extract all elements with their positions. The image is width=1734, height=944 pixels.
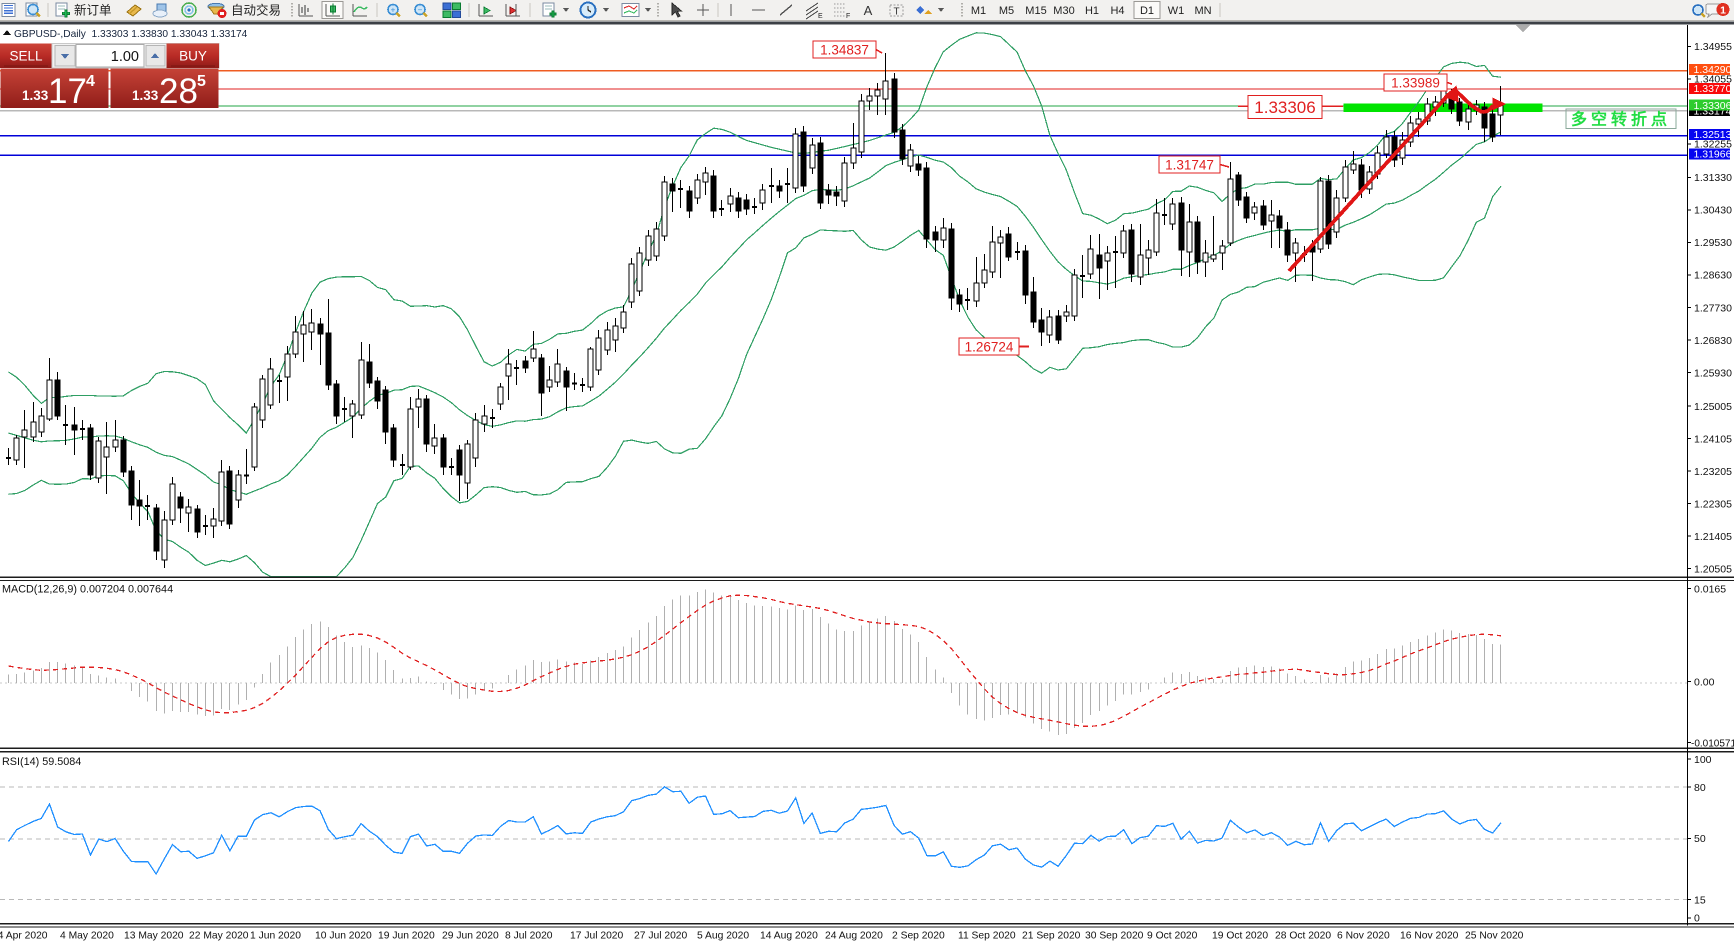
svg-text:1.20505: 1.20505 [1694,564,1732,576]
svg-text:30 Sep 2020: 30 Sep 2020 [1085,931,1144,942]
svg-text:1: 1 [1720,5,1726,17]
svg-text:BUY: BUY [179,49,207,64]
svg-text:M1: M1 [971,5,986,17]
svg-text:28: 28 [159,72,198,111]
svg-text:1.34955: 1.34955 [1694,41,1732,53]
svg-text:1.25005: 1.25005 [1694,401,1732,413]
svg-text:15: 15 [1694,894,1706,906]
svg-text:1.34055: 1.34055 [1694,74,1732,86]
svg-text:1.33770: 1.33770 [1694,83,1732,95]
svg-text:2 Sep 2020: 2 Sep 2020 [892,931,945,942]
svg-text:5 Aug 2020: 5 Aug 2020 [697,931,749,942]
svg-text:10 Jun 2020: 10 Jun 2020 [315,931,372,942]
svg-text:4: 4 [86,73,95,90]
svg-text:1.28630: 1.28630 [1694,270,1732,282]
svg-text:13 May 2020: 13 May 2020 [124,931,184,942]
svg-text:D1: D1 [1140,5,1154,17]
svg-text:M15: M15 [1025,5,1046,17]
svg-text:5: 5 [197,73,206,90]
svg-text:16 Nov 2020: 16 Nov 2020 [1400,931,1459,942]
svg-text:M30: M30 [1053,5,1074,17]
svg-text:1.33: 1.33 [22,88,49,103]
svg-text:19 Oct 2020: 19 Oct 2020 [1212,931,1268,942]
svg-text:0.00: 0.00 [1694,676,1715,688]
svg-text:0: 0 [1694,913,1700,925]
svg-text:+: + [391,5,396,14]
svg-text:1.29530: 1.29530 [1694,237,1732,249]
svg-text:RSI(14) 59.5084: RSI(14) 59.5084 [2,756,81,768]
svg-text:GBPUSD-,Daily 1.33303 1.33830: GBPUSD-,Daily 1.33303 1.33830 1.33043 1.… [14,29,248,40]
svg-text:19 Jun 2020: 19 Jun 2020 [378,931,435,942]
svg-text:21 Sep 2020: 21 Sep 2020 [1022,931,1081,942]
svg-text:50: 50 [1694,833,1706,845]
svg-text:1.26830: 1.26830 [1694,335,1732,347]
svg-text:H4: H4 [1110,5,1124,17]
svg-text:1.22305: 1.22305 [1694,498,1732,510]
svg-text:1.32513: 1.32513 [1694,129,1732,141]
svg-text:E: E [818,13,823,20]
svg-text:F: F [846,13,850,20]
svg-text:6 Nov 2020: 6 Nov 2020 [1337,931,1390,942]
svg-text:自动交易: 自动交易 [231,3,281,18]
svg-text:27 Jul 2020: 27 Jul 2020 [634,931,688,942]
svg-text:14 Aug 2020: 14 Aug 2020 [760,931,818,942]
svg-text:1.26724: 1.26724 [965,339,1014,354]
svg-text:1.25930: 1.25930 [1694,367,1732,379]
svg-text:1 Jun 2020: 1 Jun 2020 [250,931,301,942]
svg-text:28 Oct 2020: 28 Oct 2020 [1275,931,1331,942]
svg-text:1.21405: 1.21405 [1694,531,1732,543]
svg-text:17 Jul 2020: 17 Jul 2020 [570,931,624,942]
svg-text:MACD(12,26,9) 0.007204 0.00764: MACD(12,26,9) 0.007204 0.007644 [2,584,173,596]
svg-text:1.34837: 1.34837 [820,42,869,57]
svg-text:24 Apr 2020: 24 Apr 2020 [0,931,48,942]
svg-text:0.0165: 0.0165 [1694,584,1726,596]
svg-text:25 Nov 2020: 25 Nov 2020 [1465,931,1524,942]
svg-text:1.32255: 1.32255 [1694,139,1732,151]
svg-text:4 May 2020: 4 May 2020 [60,931,114,942]
svg-text:1.27730: 1.27730 [1694,302,1732,314]
svg-text:1.33989: 1.33989 [1391,75,1440,90]
svg-text:−: − [418,5,423,14]
svg-text:M5: M5 [999,5,1014,17]
svg-text:1.33306: 1.33306 [1254,98,1315,117]
svg-text:1.24105: 1.24105 [1694,433,1732,445]
svg-text:新订单: 新订单 [74,3,112,18]
svg-text:17: 17 [48,72,87,111]
svg-text:9 Oct 2020: 9 Oct 2020 [1147,931,1198,942]
svg-text:8 Jul 2020: 8 Jul 2020 [505,931,553,942]
svg-text:1.33306: 1.33306 [1694,100,1732,112]
svg-text:1.31966: 1.31966 [1694,149,1732,161]
svg-text:多空转折点: 多空转折点 [1571,110,1671,129]
svg-text:1.23205: 1.23205 [1694,466,1732,478]
svg-text:1.00: 1.00 [111,49,139,65]
svg-text:T: T [893,7,899,18]
svg-text:1.34290: 1.34290 [1694,64,1732,76]
svg-text:1.31747: 1.31747 [1165,157,1214,172]
svg-text:1.30430: 1.30430 [1694,205,1732,217]
svg-text:29 Jun 2020: 29 Jun 2020 [442,931,499,942]
svg-text:24 Aug 2020: 24 Aug 2020 [825,931,883,942]
svg-text:-0.010571: -0.010571 [1691,738,1734,749]
svg-text:22 May 2020: 22 May 2020 [189,931,249,942]
svg-text:1.31330: 1.31330 [1694,172,1732,184]
svg-text:W1: W1 [1168,5,1185,17]
svg-text:SELL: SELL [9,49,43,64]
svg-text:H1: H1 [1085,5,1099,17]
svg-text:A: A [864,3,873,18]
svg-text:MN: MN [1194,5,1211,17]
svg-text:100: 100 [1694,754,1712,766]
svg-text:80: 80 [1694,782,1706,794]
svg-text:1.33: 1.33 [132,88,159,103]
svg-text:11 Sep 2020: 11 Sep 2020 [958,931,1016,942]
